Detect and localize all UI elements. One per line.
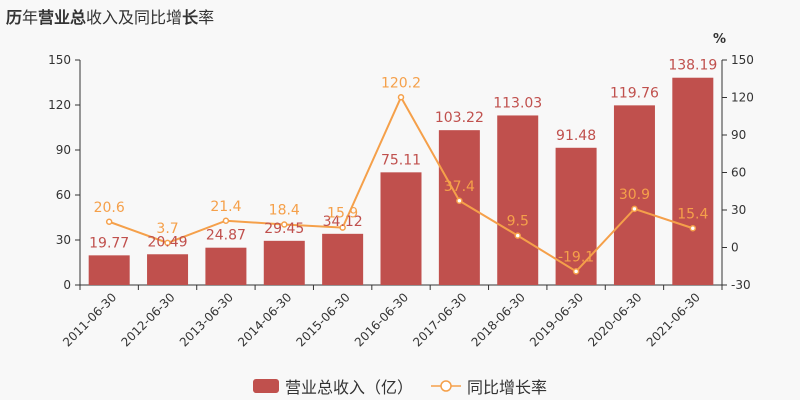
growth-point	[631, 205, 638, 213]
y-left-tick-label: 120	[48, 98, 71, 112]
title-part: 历	[6, 8, 23, 27]
bar	[613, 105, 655, 285]
legend-line-swatch	[431, 380, 461, 392]
growth-point	[339, 224, 346, 231]
bar-value-label: 113.03	[493, 95, 542, 111]
growth-value-label: 20.6	[94, 200, 125, 216]
x-tick-label: 2011-06-30	[60, 290, 119, 349]
legend-item-growth[interactable]: 同比增长率	[431, 374, 547, 398]
growth-point	[164, 239, 171, 247]
y-right-unit: %	[713, 32, 726, 47]
legend-bar-swatch	[252, 379, 279, 393]
title-part: 收入及同比增	[86, 8, 183, 27]
growth-value-label: 15.4	[677, 206, 708, 222]
growth-point	[222, 217, 230, 224]
y-right-tick-label: 150	[731, 53, 754, 67]
y-right-tick-label: -30	[731, 278, 751, 292]
y-left-tick-label: 60	[56, 188, 71, 202]
legend-item-revenue[interactable]: 营业总收入（亿）	[252, 374, 413, 398]
title-part: 年	[22, 8, 39, 27]
growth-point	[281, 221, 288, 228]
legend-label-growth: 同比增长率	[467, 378, 548, 397]
y-right-tick-label: 90	[731, 128, 746, 142]
growth-point	[572, 268, 580, 275]
growth-value-label: 37.4	[444, 179, 475, 195]
bar	[205, 247, 247, 285]
growth-value-label: -19.1	[558, 249, 594, 265]
y-left-tick-label: 0	[63, 278, 71, 292]
x-tick-label: 2015-06-30	[294, 290, 353, 349]
growth-value-label: 120.2	[381, 75, 421, 91]
x-tick-label: 2020-06-30	[585, 290, 644, 349]
bar	[263, 240, 305, 285]
growth-value-label: 3.7	[156, 221, 178, 237]
legend: 营业总收入（亿） 同比增长率	[0, 374, 800, 398]
growth-value-label: 9.5	[507, 214, 529, 230]
title-part: 率	[198, 8, 215, 27]
bar-value-label: 29.45	[264, 221, 304, 237]
x-tick-label: 2021-06-30	[644, 290, 703, 349]
growth-value-label: 18.4	[269, 203, 300, 219]
y-right-tick-label: 30	[731, 203, 746, 217]
y-left-tick-label: 150	[48, 53, 71, 67]
revenue-growth-chart: 0 30 60 90 120 150 -30 0 30 60 90 120 150% 2011-06-30…	[48, 32, 754, 349]
bar-value-label: 119.76	[610, 85, 659, 101]
title-part: 营业总	[38, 8, 87, 27]
x-tick-label: 2016-06-30	[352, 290, 411, 349]
bar-value-label: 20.49	[147, 234, 187, 250]
bar-value-label: 34.12	[323, 214, 363, 230]
growth-value-label: 21.4	[210, 199, 241, 215]
growth-point	[105, 218, 113, 225]
bar	[438, 130, 480, 285]
bar-value-label: 19.77	[89, 235, 129, 251]
bar-value-label: 103.22	[435, 110, 484, 126]
bar-value-label: 75.11	[381, 152, 421, 168]
x-tick-label: 2014-06-30	[235, 290, 294, 349]
growth-value-label: 30.9	[619, 187, 650, 203]
growth-point	[397, 94, 405, 101]
y-right-tick-label: 120	[731, 91, 754, 105]
x-tick-label: 2012-06-30	[118, 290, 177, 349]
bar	[322, 233, 364, 285]
y-left-tick-label: 30	[56, 233, 71, 247]
title-part: 长	[182, 8, 199, 27]
growth-point	[689, 225, 697, 232]
growth-point	[514, 232, 521, 239]
x-tick-label: 2013-06-30	[177, 290, 236, 349]
y-right-tick-label: 0	[731, 241, 739, 255]
legend-label-revenue: 营业总收入（亿）	[284, 378, 413, 397]
x-tick-label: 2018-06-30	[469, 290, 528, 349]
y-left-tick-label: 90	[56, 143, 71, 157]
growth-value-label: 15.9	[327, 206, 358, 222]
chart-title: 历年营业总收入及同比增长率	[6, 4, 214, 28]
growth-point	[456, 197, 463, 204]
bar	[672, 77, 714, 285]
bar	[497, 115, 539, 285]
x-tick-label: 2019-06-30	[527, 290, 586, 349]
bar-value-label: 91.48	[556, 128, 596, 144]
bar	[380, 172, 422, 285]
bar	[147, 254, 189, 285]
bar-value-label: 24.87	[206, 228, 246, 244]
bar-value-label: 138.19	[668, 58, 717, 74]
x-tick-label: 2017-06-30	[410, 290, 469, 349]
bar	[88, 255, 130, 285]
y-right-tick-label: 60	[731, 166, 746, 180]
